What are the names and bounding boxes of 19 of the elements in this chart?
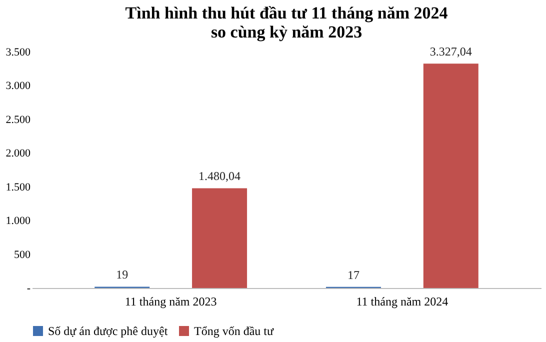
y-tick-label: 3.500: [6, 46, 31, 58]
legend-label: Số dự án được phê duyệt: [48, 324, 168, 338]
x-tick-label: 11 tháng năm 2024: [356, 294, 448, 308]
data-label: 1.480,04: [198, 169, 241, 184]
data-label: 17: [347, 268, 360, 282]
y-tick-label: 3.000: [6, 80, 31, 92]
y-tick-label: -: [26, 282, 31, 294]
y-tick-label: 2.500: [6, 114, 31, 126]
bar: [423, 64, 478, 288]
data-label: 3.327,04: [430, 44, 472, 59]
y-tick-label: 1.500: [6, 181, 31, 194]
legend-label: Tổng vốn đầu tư: [194, 324, 274, 338]
y-tick-label: 2.000: [6, 148, 31, 160]
data-label: 19: [116, 268, 128, 282]
y-tick-label: 1.000: [6, 215, 31, 228]
chart-title: Tình hình thu hút đầu tư 11 tháng năm 2024 so cùng kỳ năm 2023: [125, 4, 448, 42]
x-tick-label: 11 tháng năm 2023: [124, 294, 217, 308]
y-tick-label: 500: [14, 248, 31, 261]
bar: [192, 188, 248, 288]
